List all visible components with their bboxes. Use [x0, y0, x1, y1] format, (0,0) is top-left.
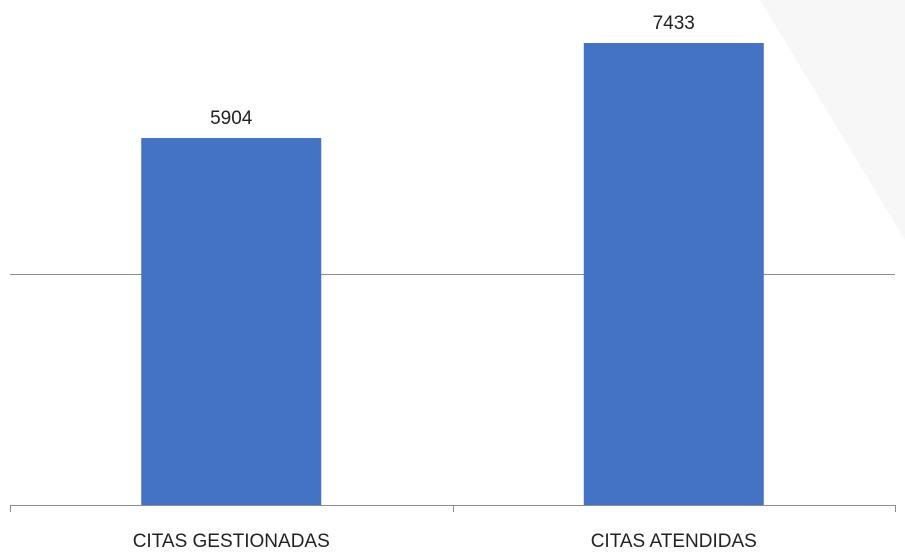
data-label-0: 5904: [210, 108, 253, 129]
data-labels: 5904 7433: [210, 13, 695, 129]
x-axis: [10, 505, 896, 512]
x-tick-label-0: CITAS GESTIONADAS: [133, 531, 330, 552]
bars: [141, 43, 764, 505]
background-shape: [760, 0, 905, 240]
x-tick-label-1: CITAS ATENDIDAS: [591, 531, 757, 552]
x-tick-labels: CITAS GESTIONADAS CITAS ATENDIDAS: [133, 531, 757, 552]
bar-1: [583, 43, 764, 505]
bar-0: [141, 138, 322, 505]
data-label-1: 7433: [653, 13, 695, 34]
